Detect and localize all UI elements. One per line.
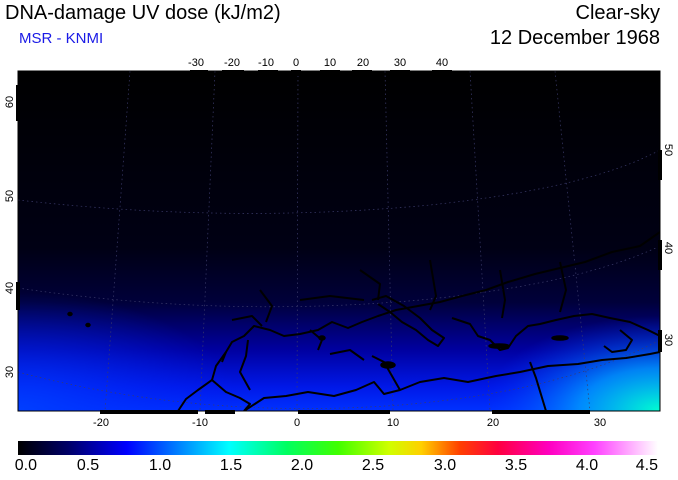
map-date: 12 December 1968 — [489, 27, 660, 49]
top-lon-label: 20 — [357, 57, 369, 69]
colorbar-label: 2.0 — [290, 457, 314, 474]
colorbar-label: 0.0 — [14, 457, 38, 474]
graticule — [18, 71, 660, 411]
bottom-lon-label: 30 — [594, 417, 606, 429]
bottom-lon-label: 0 — [294, 417, 300, 429]
colorbar-label: 3.5 — [504, 457, 528, 474]
sky-condition: Clear-sky — [575, 2, 660, 24]
data-source: MSR - KNMI — [19, 30, 104, 47]
top-lon-label: 40 — [436, 57, 448, 69]
colorbar-label: 1.5 — [219, 457, 243, 474]
left-lat-axis: 60 50 40 30 — [4, 85, 20, 378]
right-lat-label: 50 — [662, 144, 674, 156]
top-lon-label: 0 — [293, 57, 299, 69]
left-lat-label: 60 — [4, 96, 16, 108]
coastlines — [177, 231, 660, 411]
bottom-lon-label: -20 — [93, 417, 109, 429]
map-title: DNA-damage UV dose (kJ/m2) — [5, 2, 281, 24]
top-lon-axis: -30 -20 -10 0 10 20 30 40 — [188, 57, 452, 76]
colorbar-label: 4.5 — [635, 457, 658, 474]
dose-field — [18, 71, 660, 411]
top-lon-label: 30 — [394, 57, 406, 69]
right-lat-label: 30 — [662, 334, 674, 346]
top-lon-label: 10 — [324, 57, 336, 69]
colorbar-label: 4.0 — [575, 457, 599, 474]
colorbar-label: 2.5 — [361, 457, 385, 474]
right-lat-label: 40 — [662, 242, 674, 254]
bottom-lon-label: 20 — [487, 417, 499, 429]
islands — [67, 311, 569, 369]
left-lat-label: 40 — [4, 282, 16, 294]
colorbar-label: 1.0 — [148, 457, 172, 474]
left-lat-label: 30 — [4, 366, 16, 378]
bottom-lon-label: 10 — [387, 417, 399, 429]
colorbar-label: 3.0 — [433, 457, 457, 474]
colorbar — [18, 441, 658, 455]
top-lon-label: -30 — [188, 57, 204, 69]
left-lat-label: 50 — [4, 190, 16, 202]
top-lon-label: -20 — [224, 57, 240, 69]
right-lat-axis: 50 40 30 — [658, 144, 674, 352]
colorbar-label: 0.5 — [76, 457, 100, 474]
bottom-lon-axis: -20 -10 0 10 20 30 — [93, 410, 606, 429]
bottom-lon-label: -10 — [192, 417, 208, 429]
top-lon-label: -10 — [258, 57, 274, 69]
